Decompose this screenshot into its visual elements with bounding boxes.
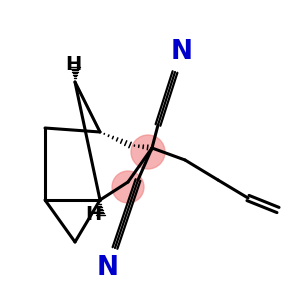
Text: N: N	[171, 39, 193, 65]
Text: H: H	[85, 206, 101, 224]
Text: N: N	[97, 255, 119, 281]
Circle shape	[131, 135, 165, 169]
Circle shape	[112, 171, 144, 203]
Text: H: H	[65, 55, 81, 74]
